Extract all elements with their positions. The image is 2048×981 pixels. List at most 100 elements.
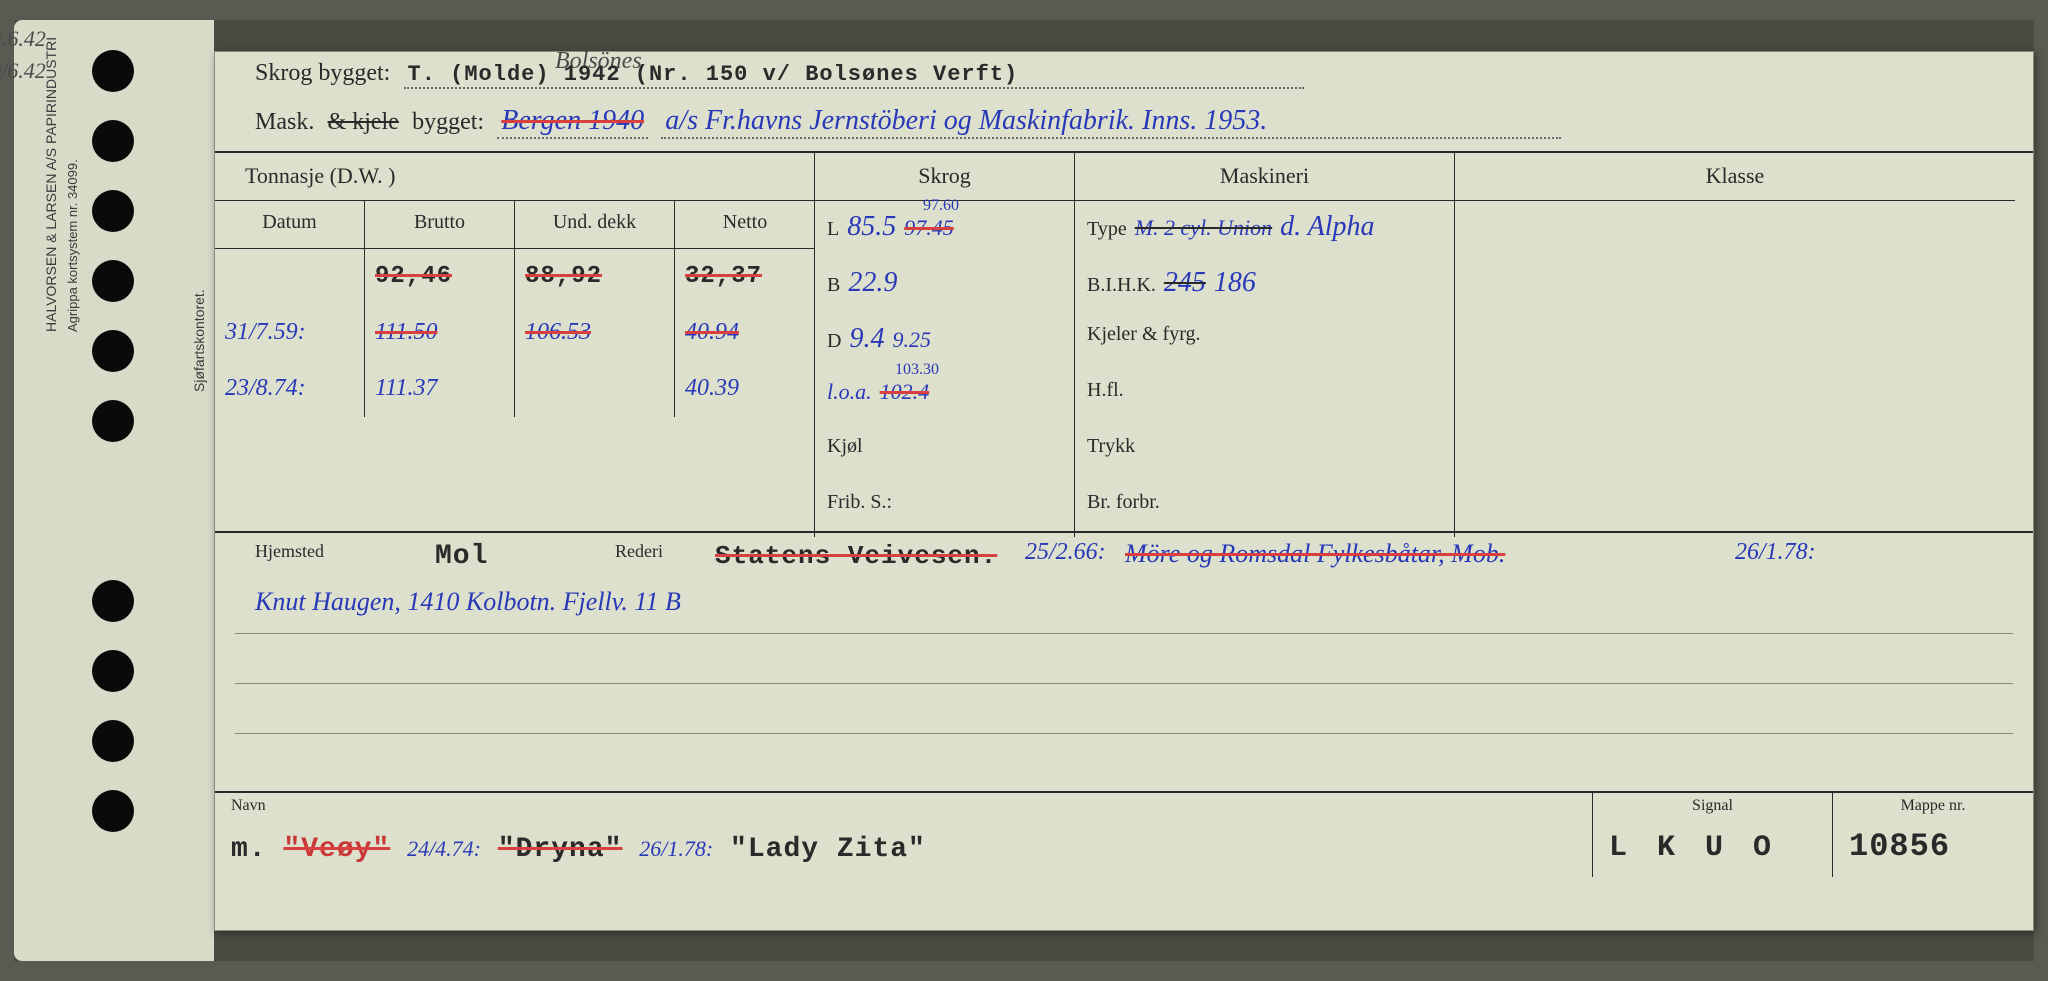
D-extra: 9.25 — [892, 327, 931, 353]
t-r2-netto: 40.39 — [675, 361, 815, 417]
hjemsted-label: Hjemsted — [255, 541, 324, 562]
punch-hole — [92, 330, 134, 372]
mask-struck-label: & kjele — [328, 109, 399, 135]
trykk-label: Trykk — [1087, 435, 1135, 458]
signal-val: L K U O — [1609, 831, 1777, 865]
punch-hole — [92, 650, 134, 692]
punch-hole — [92, 260, 134, 302]
skrog-column: Skrog L 85.5 97.60 97.45 B 22.9 D 9.4 — [815, 153, 1075, 537]
navn3: "Lady Zita" — [730, 834, 926, 865]
navn-label: Navn — [231, 797, 266, 815]
punch-hole — [92, 400, 134, 442]
main-grid: Tonnasje (D.W. ) Datum Brutto Und. dekk … — [215, 153, 2033, 533]
sub-netto: Netto — [675, 201, 815, 248]
rederi-text2: Knut Haugen, 1410 Kolbotn. Fjellv. 11 B — [255, 587, 681, 617]
punch-hole — [92, 790, 134, 832]
mappe-val: 10856 — [1849, 828, 1950, 865]
navn-prefix: m. — [231, 834, 267, 865]
skrog-label: Skrog bygget: — [255, 60, 390, 86]
D-label: D — [827, 330, 841, 353]
mask-label: Mask. — [255, 109, 314, 135]
header-skrog-row: Skrog bygget: T. (Molde) 1942 (Nr. 150 v… — [215, 52, 2033, 93]
navn2: "Dryna" — [498, 834, 623, 865]
Kjol-label: Kjøl — [827, 435, 863, 458]
t-r2-datum: 23/8.74: — [215, 361, 365, 417]
klasse-column: Klasse — [1455, 153, 2015, 537]
signal-label: Signal — [1692, 797, 1733, 815]
header-mask-row: Mask. & kjele bygget: Bergen 1940 a/s Fr… — [215, 93, 2033, 153]
skrog-value: T. (Molde) 1942 (Nr. 150 v/ Bolsønes Ver… — [404, 62, 1304, 89]
type-struck: M. 2 cyl. Union — [1135, 215, 1272, 241]
skrog-header: Skrog — [815, 153, 1074, 201]
navn-cell: Navn m. "Veøy" 24/4.74: "Dryna" 26/1.78:… — [215, 793, 1593, 877]
L-struck: 97.45 — [904, 215, 954, 241]
mappe-cell: Mappe nr. 10856 — [1833, 793, 2033, 877]
bottom-section: Navn m. "Veøy" 24/4.74: "Dryna" 26/1.78:… — [215, 793, 2033, 877]
t-r2-unddekk — [515, 361, 675, 417]
mask-value: a/s Fr.havns Jernstöberi og Maskinfabrik… — [661, 105, 1561, 139]
hjemsted-val: Mol — [435, 541, 488, 572]
D-val: 9.4 — [849, 323, 884, 355]
card-wrapper: m. 3.6.42 l. 10/6.42 HALVORSEN & LARSEN … — [14, 20, 2034, 961]
t-r1-netto: 40.94 — [675, 305, 815, 361]
signal-cell: Signal L K U O — [1593, 793, 1833, 877]
rederi-date2: 26/1.78: — [1735, 539, 1816, 566]
B-val: 22.9 — [848, 267, 897, 299]
tonnage-column: Tonnasje (D.W. ) Datum Brutto Und. dekk … — [215, 153, 815, 537]
ruled-line — [235, 733, 2013, 734]
hfl-label: H.fl. — [1087, 379, 1124, 402]
navn1-date: 24/4.74: — [407, 836, 481, 861]
rederi-label: Rederi — [615, 541, 663, 562]
bihk-struck: 245 — [1164, 267, 1206, 299]
Loa-struck: 102.4 — [880, 379, 930, 405]
t-r2-brutto: 111.37 — [365, 361, 515, 417]
rederi-text1: Möre og Romsdal Fylkesbåtar, Mob. — [1125, 539, 1505, 569]
manufacturer-text: HALVORSEN & LARSEN A/S PAPIRINDUSTRI — [43, 0, 59, 332]
t-r1-brutto: 111.50 — [365, 305, 515, 361]
type-label: Type — [1087, 218, 1127, 241]
skrog-rows: L 85.5 97.60 97.45 B 22.9 D 9.4 9.25 — [815, 201, 1074, 537]
ruled-line — [235, 683, 2013, 684]
record-card: HALVORSEN & LARSEN A/S PAPIRINDUSTRI Agr… — [214, 51, 2034, 931]
punch-hole — [92, 580, 134, 622]
sub-datum: Datum — [215, 201, 365, 248]
mask-struck-value: Bergen 1940 — [497, 105, 648, 139]
office-text: Sjøfartskontoret. — [191, 289, 207, 392]
t-r0-brutto: 92,46 — [365, 249, 515, 305]
t-r0-unddekk: 88,92 — [515, 249, 675, 305]
navn1: "Veøy" — [283, 834, 390, 865]
Loa-label: l.o.a. — [827, 379, 872, 405]
bihk-label: B.I.H.K. — [1087, 274, 1156, 297]
sub-unddekk: Und. dekk — [515, 201, 675, 248]
tonnage-rows: 92,46 88,92 32,37 31/7.59: 111.50 106.53… — [215, 249, 814, 417]
bihk-val: 186 — [1214, 267, 1256, 299]
br-label: Br. forbr. — [1087, 491, 1160, 514]
maskineri-rows: Type M. 2 cyl. Union d. Alpha B.I.H.K. 2… — [1075, 201, 1454, 537]
t-r0-netto: 32,37 — [675, 249, 815, 305]
mappe-label: Mappe nr. — [1901, 797, 1966, 815]
L-label: L — [827, 218, 839, 241]
klasse-body — [1455, 201, 2015, 229]
B-label: B — [827, 274, 840, 297]
punch-hole — [92, 120, 134, 162]
t-r1-datum: 31/7.59: — [215, 305, 365, 361]
rederi-struck: Statens Veivesen. — [715, 541, 997, 571]
sub-brutto: Brutto — [365, 201, 515, 248]
L-val: 85.5 — [847, 211, 896, 243]
punch-hole — [92, 50, 134, 92]
klasse-header: Klasse — [1455, 153, 2015, 201]
system-text: Agrippa kortsystem nr. 34099. — [65, 0, 80, 332]
mask-label2: bygget: — [412, 109, 484, 135]
t-r0-datum — [215, 249, 365, 305]
tonnage-header: Tonnasje (D.W. ) — [215, 153, 814, 201]
type-val: d. Alpha — [1280, 211, 1374, 243]
margin-note-1: m. 3.6.42 — [0, 26, 46, 52]
middle-section: Hjemsted Mol Rederi Statens Veivesen. 25… — [215, 533, 2033, 793]
rederi-date1: 25/2.66: — [1025, 539, 1106, 566]
punch-hole — [92, 720, 134, 762]
punch-hole — [92, 190, 134, 232]
navn2-date: 26/1.78: — [639, 836, 713, 861]
tonnage-subheader: Datum Brutto Und. dekk Netto — [215, 201, 814, 249]
t-r1-unddekk: 106.53 — [515, 305, 675, 361]
L-super: 97.60 — [923, 197, 959, 215]
